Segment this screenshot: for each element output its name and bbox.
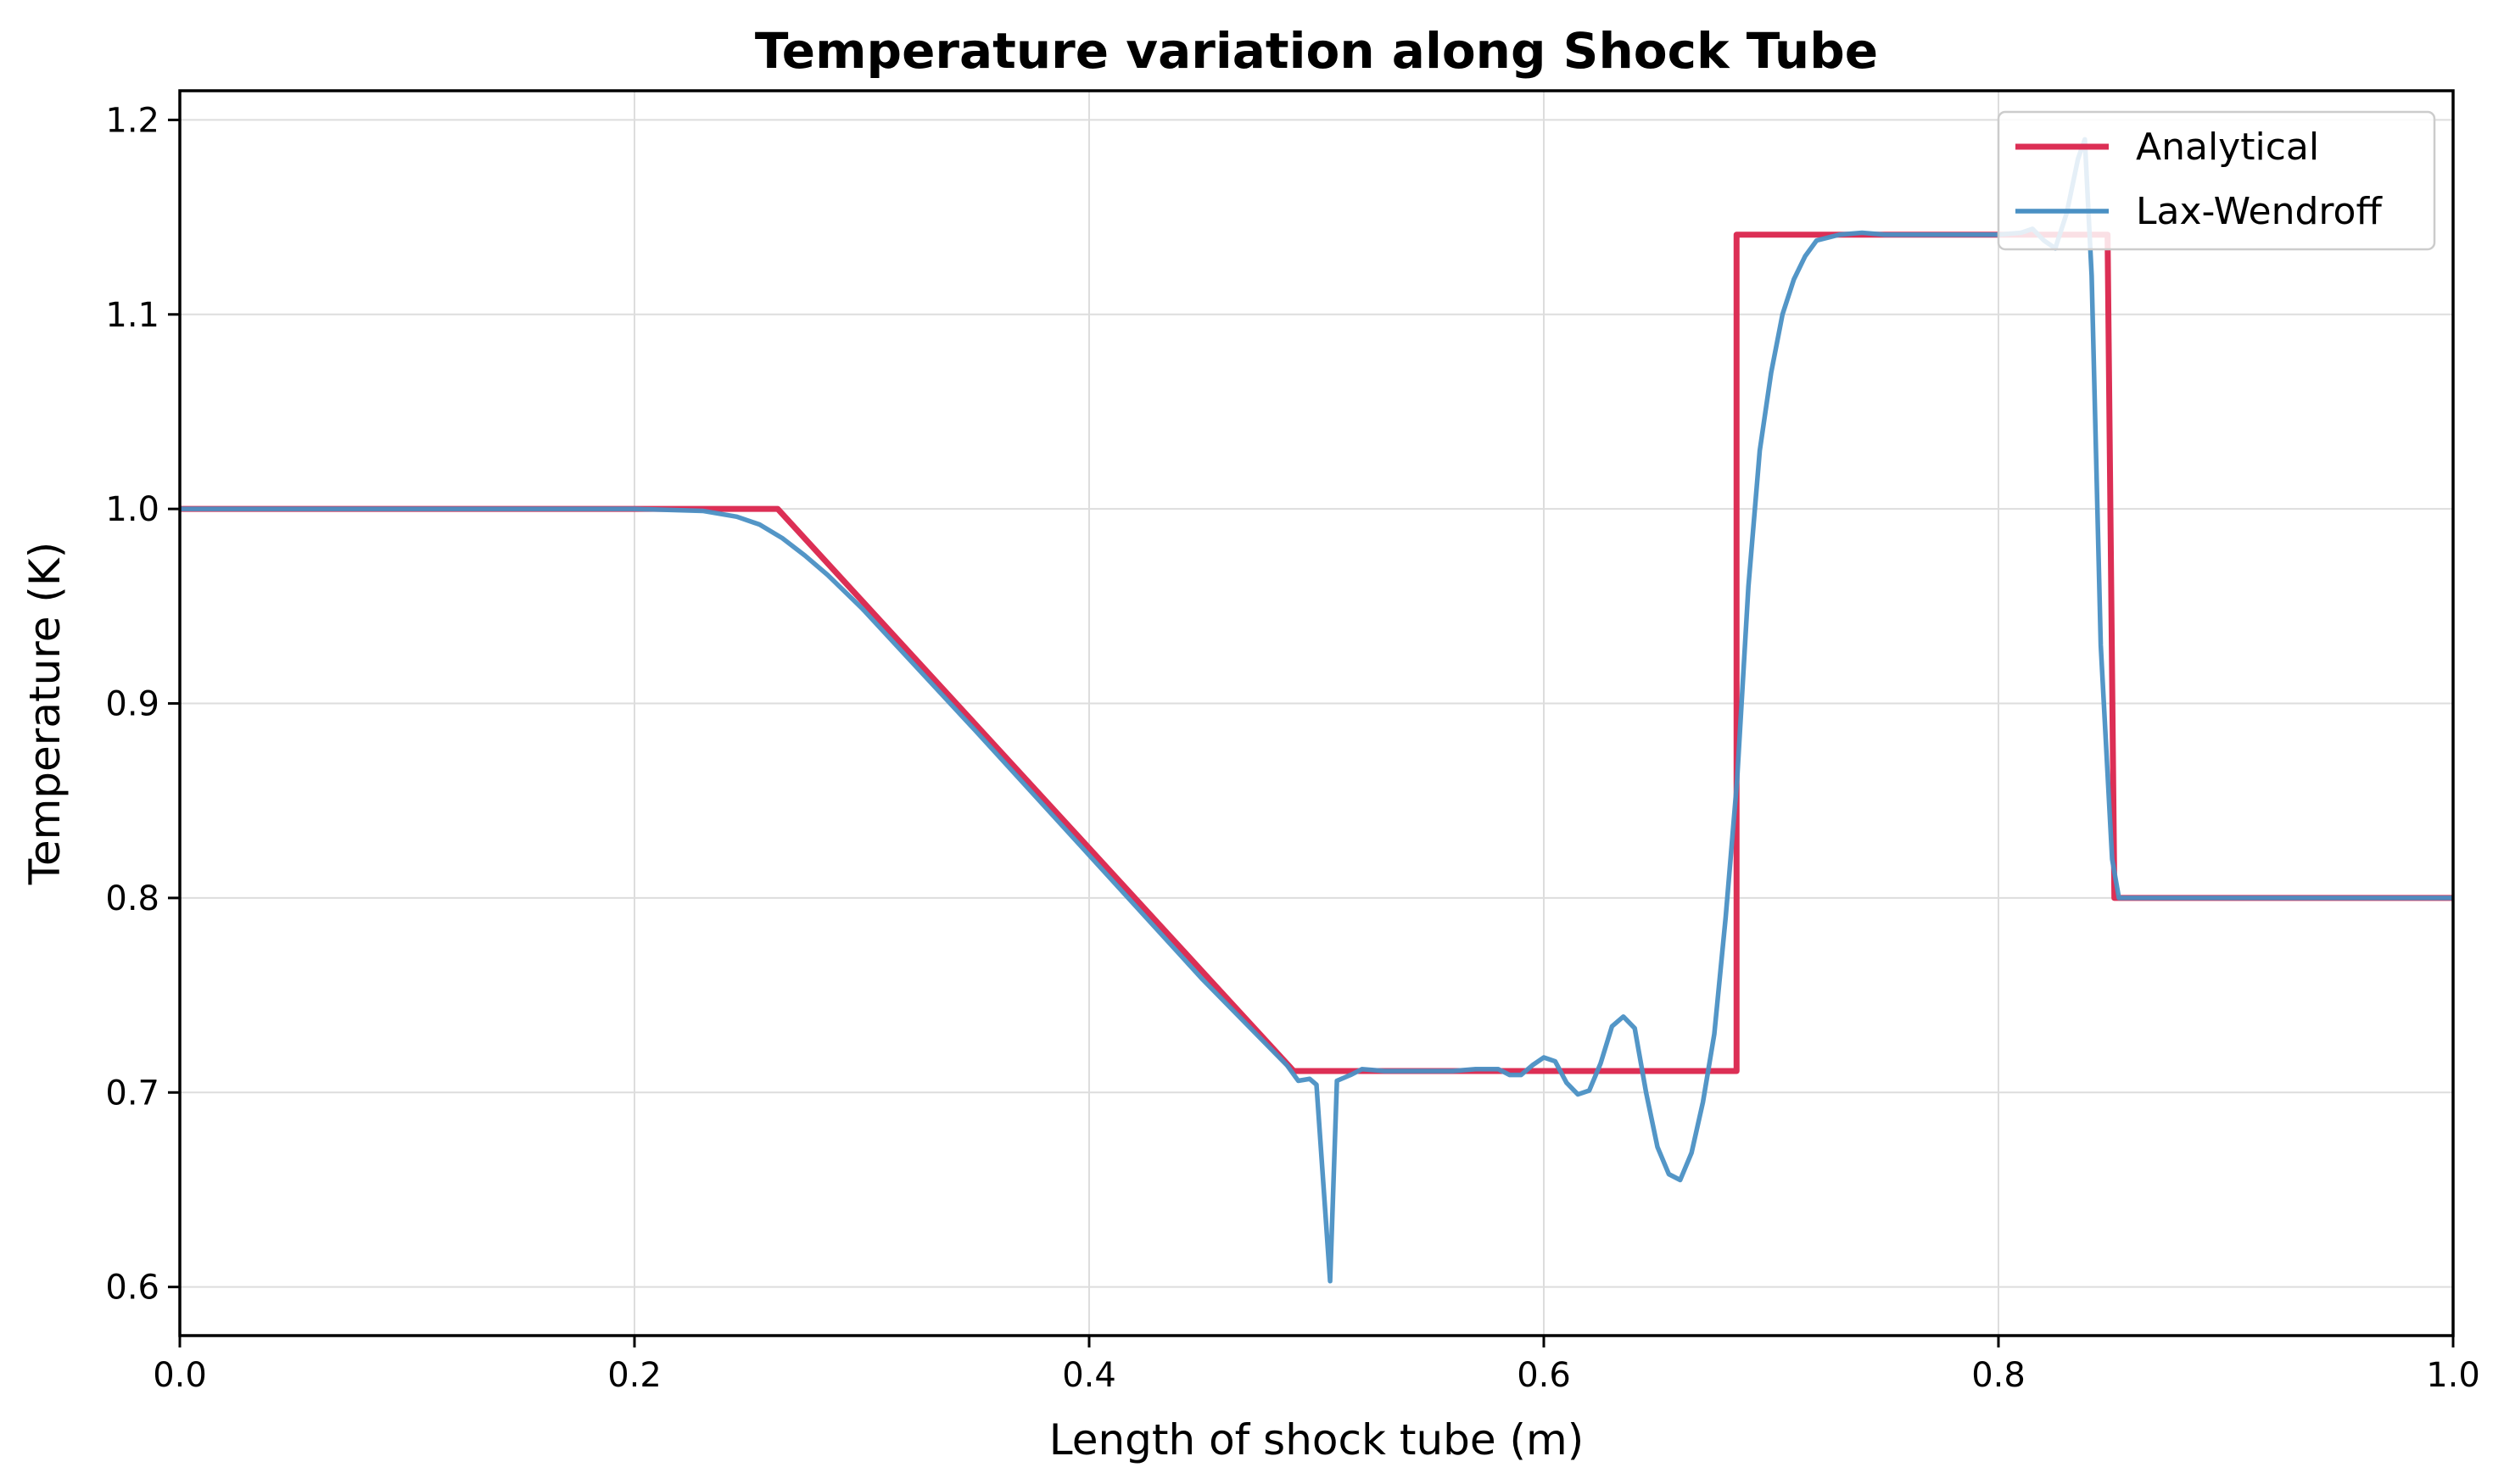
ticks: 0.0 0.2 0.4 0.6 0.8 1.0 0.6 0.7 0.8 0.9 1.0 1.1 1.2 bbox=[105, 101, 2479, 1395]
y-tick-label: 0.9 bbox=[105, 685, 159, 724]
y-axis-label: Temperature (K) bbox=[20, 542, 70, 885]
x-tick-label: 0.4 bbox=[1062, 1356, 1116, 1395]
x-tick-label: 0.8 bbox=[1971, 1356, 2026, 1395]
y-tick-label: 1.1 bbox=[105, 296, 159, 335]
plot-frame bbox=[178, 89, 2455, 1337]
x-tick-label: 0.0 bbox=[153, 1356, 207, 1395]
chart-title: Temperature variation along Shock Tube bbox=[755, 22, 1878, 80]
x-tick-label: 0.2 bbox=[607, 1356, 662, 1395]
legend: Analytical Lax-Wendroff bbox=[1997, 110, 2436, 251]
grid bbox=[179, 91, 2454, 1336]
y-tick-label: 0.8 bbox=[105, 879, 159, 918]
y-tick-label: 0.6 bbox=[105, 1269, 159, 1308]
y-tick-label: 0.7 bbox=[105, 1074, 159, 1113]
x-tick-label: 0.6 bbox=[1517, 1356, 1571, 1395]
y-tick-label: 1.2 bbox=[105, 101, 159, 140]
legend-label-lax-wendroff: Lax-Wendroff bbox=[2136, 190, 2383, 233]
y-tick-label: 1.0 bbox=[105, 490, 159, 529]
x-axis-label: Length of shock tube (m) bbox=[1049, 1415, 1585, 1464]
series-line-analytical bbox=[180, 232, 2453, 1074]
legend-label-analytical: Analytical bbox=[2136, 126, 2319, 169]
x-tick-label: 1.0 bbox=[2426, 1356, 2480, 1395]
